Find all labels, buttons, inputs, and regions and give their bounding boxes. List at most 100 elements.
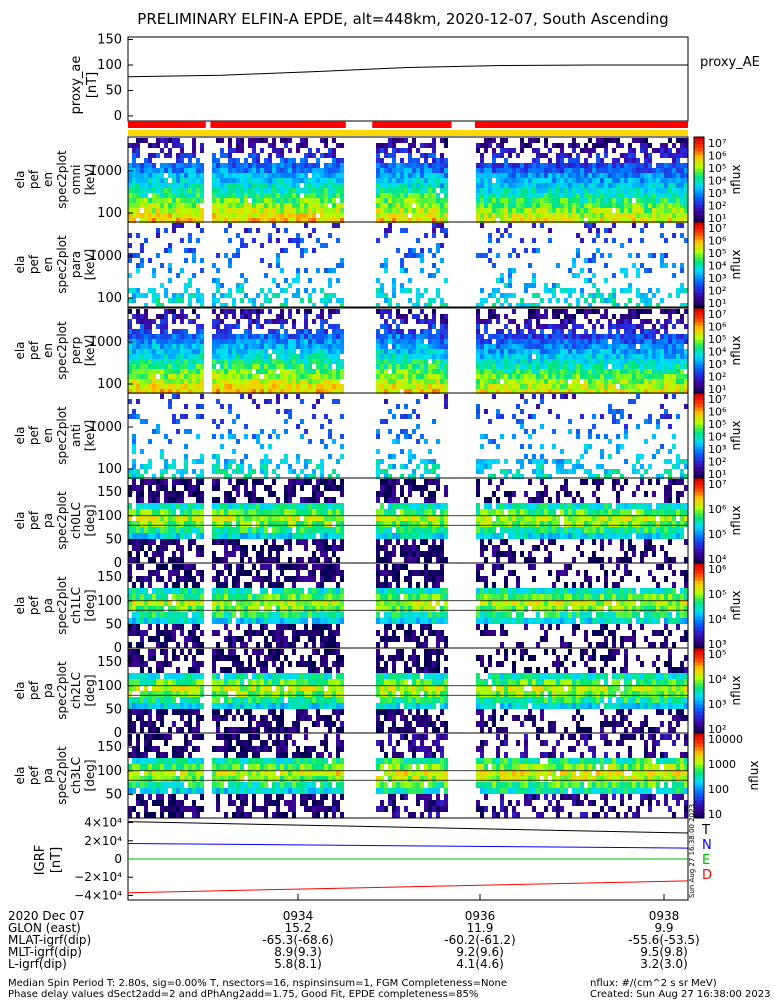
spec-cell (432, 369, 436, 374)
spec-cell (296, 163, 300, 168)
spec-cell (276, 464, 280, 469)
spec-cell (308, 309, 312, 314)
spec-cell (552, 208, 556, 213)
spec-cell (476, 414, 480, 419)
colorbar-label: nflux (729, 421, 743, 451)
spec-cell (288, 384, 292, 389)
spec-cell (560, 148, 564, 153)
spec-cell (168, 168, 172, 173)
spec-cell (648, 253, 652, 258)
spec-cell (572, 263, 576, 268)
spec-cell (228, 334, 232, 339)
spec-cell (256, 293, 260, 298)
spec-cell (584, 183, 588, 188)
spec-cell (488, 188, 492, 193)
spec-cell (244, 349, 248, 354)
spec-cell (636, 454, 640, 459)
spec-cell (272, 178, 276, 183)
spec-cell (216, 454, 220, 459)
spec-cell (592, 344, 596, 349)
colorbar-step (694, 158, 704, 163)
spec-cell (444, 389, 448, 394)
spec-cell (240, 364, 244, 369)
spec-cell (436, 374, 440, 379)
spec-cell (576, 218, 580, 223)
spec-cell (268, 379, 272, 384)
spec-cell (276, 283, 280, 288)
spec-cell (232, 298, 236, 303)
spec-cell (588, 349, 592, 354)
spec-cell (320, 344, 324, 349)
spec-cell (192, 148, 196, 153)
spec-cell (184, 258, 188, 263)
spec-cell (384, 293, 388, 298)
spec-cell (516, 183, 520, 188)
spec-cell (380, 188, 384, 193)
spec-cell (328, 389, 332, 394)
spec-cell (600, 389, 604, 394)
spec-cell (424, 349, 428, 354)
spec-cell (176, 198, 180, 203)
spec-cell (640, 309, 644, 314)
spec-cell (136, 374, 140, 379)
spec-cell (560, 288, 564, 293)
spec-cell (476, 183, 480, 188)
spec-cell (432, 223, 436, 228)
spec-cell (396, 178, 400, 183)
spec-cell (592, 198, 596, 203)
spec-cell (444, 324, 448, 329)
spec-cell (560, 469, 564, 474)
spec-cell (544, 309, 548, 314)
spec-cell (236, 384, 240, 389)
spec-cell (216, 138, 220, 143)
spec-cell (132, 339, 136, 344)
spec-cell (324, 319, 328, 324)
spec-cell (592, 414, 596, 419)
spec-cell (680, 193, 684, 198)
spec-cell (324, 379, 328, 384)
spec-cell (236, 344, 240, 349)
spec-cell (284, 344, 288, 349)
spec-cell (568, 168, 572, 173)
spec-cell (280, 178, 284, 183)
spec-cell (632, 354, 636, 359)
spec-cell (556, 354, 560, 359)
spec-cell (532, 339, 536, 344)
spec-cell (420, 359, 424, 364)
spec-cell (676, 208, 680, 213)
spec-cell (304, 309, 308, 314)
spec-cell (640, 379, 644, 384)
spec-cell (128, 218, 132, 223)
spec-cell (508, 253, 512, 258)
spec-cell (160, 539, 164, 545)
spec-cell (296, 273, 300, 278)
spec-cell (588, 208, 592, 213)
spec-cell (276, 354, 280, 359)
spec-cell (408, 414, 412, 419)
spec-cell (552, 359, 556, 364)
spec-cell (152, 374, 156, 379)
spec-cell (244, 309, 248, 314)
spec-cell (248, 309, 252, 314)
spec-cell (184, 503, 188, 509)
spec-cell (584, 469, 588, 474)
spec-cell (644, 298, 648, 303)
spec-cell (328, 364, 332, 369)
spec-cell (424, 193, 428, 198)
spec-cell (668, 188, 672, 193)
spec-cell (620, 414, 624, 419)
spec-cell (292, 203, 296, 208)
spec-cell (604, 173, 608, 178)
spec-cell (552, 444, 556, 449)
spec-cell (288, 188, 292, 193)
spec-cell (336, 354, 340, 359)
colorbar-tick-label: 10¹ (708, 212, 726, 225)
spec-cell (148, 158, 152, 163)
spec-cell (192, 188, 196, 193)
spec-cell (184, 389, 188, 394)
spec-cell (224, 173, 228, 178)
spec-cell (380, 344, 384, 349)
spec-cell (664, 143, 668, 148)
spec-cell (556, 389, 560, 394)
spec-cell (560, 158, 564, 163)
